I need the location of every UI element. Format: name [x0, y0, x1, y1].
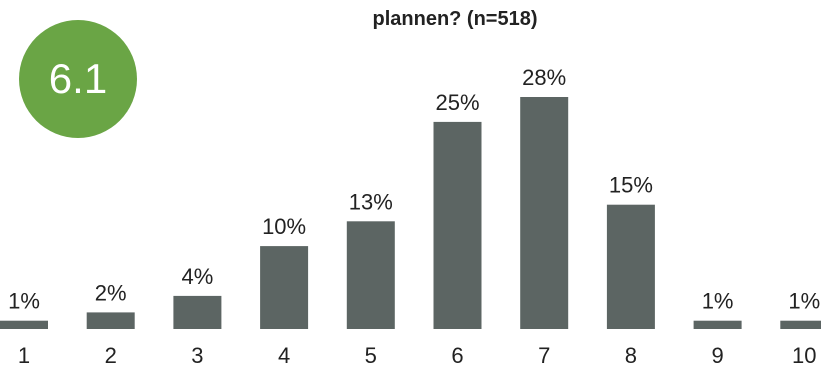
x-tick-label-4: 4 [278, 343, 290, 365]
data-label-10: 1% [788, 289, 820, 314]
x-tick-label-7: 7 [538, 343, 550, 365]
data-label-3: 4% [182, 264, 214, 289]
bar-5 [346, 221, 395, 329]
score-badge: 6.1 [19, 20, 137, 138]
data-label-2: 2% [95, 280, 127, 305]
x-tick-label-9: 9 [711, 343, 723, 365]
bar-4 [260, 246, 309, 329]
x-tick-label-8: 8 [625, 343, 637, 365]
bar-1 [0, 320, 48, 329]
data-label-7: 28% [522, 65, 566, 90]
x-tick-label-1: 1 [18, 343, 30, 365]
bar-3 [173, 295, 222, 329]
x-tick-label-3: 3 [191, 343, 203, 365]
x-tick-label-10: 10 [792, 343, 816, 365]
bar-2 [86, 312, 135, 329]
data-label-6: 25% [435, 90, 479, 115]
chart-title: plannen? (n=518) [372, 8, 538, 30]
bar-6 [433, 121, 482, 330]
data-label-4: 10% [262, 214, 306, 239]
data-label-8: 15% [609, 173, 653, 198]
score-value: 6.1 [48, 55, 108, 102]
bar-10 [780, 320, 821, 329]
x-tick-label-5: 5 [365, 343, 377, 365]
data-label-5: 13% [349, 189, 393, 214]
x-tick-label-2: 2 [105, 343, 117, 365]
bar-7 [520, 97, 569, 329]
bar-8 [606, 204, 655, 329]
bar-9 [693, 320, 742, 329]
data-label-1: 1% [8, 289, 40, 314]
x-tick-label-6: 6 [451, 343, 463, 365]
data-label-9: 1% [702, 289, 734, 314]
